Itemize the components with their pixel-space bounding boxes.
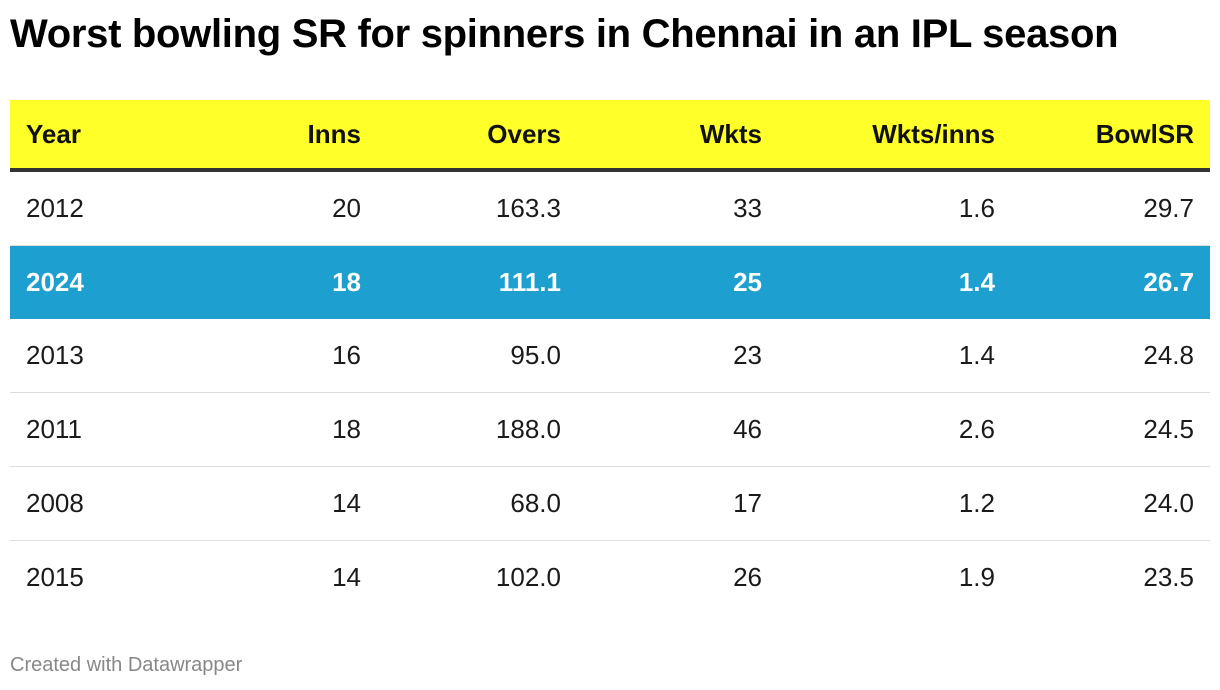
cell-year: 2011 (10, 392, 162, 467)
cell-inns: 14 (162, 466, 377, 541)
cell-wkts: 33 (577, 170, 778, 246)
cell-wkts-inns: 1.6 (778, 170, 1011, 246)
cell-wkts-inns: 2.6 (778, 392, 1011, 467)
column-header-wkts: Wkts (577, 100, 778, 172)
cell-bowlsr: 26.7 (1011, 245, 1210, 319)
cell-inns: 18 (162, 392, 377, 467)
cell-year: 2013 (10, 319, 162, 393)
cell-overs: 111.1 (377, 245, 577, 319)
cell-wkts: 25 (577, 245, 778, 319)
table-body: 2012 20 163.3 33 1.6 29.7 2024 18 111.1 … (10, 170, 1210, 614)
cell-year: 2012 (10, 170, 162, 246)
table-row: 2013 16 95.0 23 1.4 24.8 (10, 319, 1210, 393)
cell-bowlsr: 23.5 (1143, 562, 1194, 592)
data-table: Year Inns Overs Wkts Wkts/inns BowlSR 20… (10, 100, 1210, 614)
cell-overs: 188.0 (377, 392, 577, 467)
cell-overs: 163.3 (377, 170, 577, 246)
table-row-highlighted: 2024 18 111.1 25 1.4 26.7 (10, 245, 1210, 319)
cell-overs: 68.0 (377, 466, 577, 541)
header-row: Year Inns Overs Wkts Wkts/inns BowlSR (10, 100, 1210, 172)
column-header-year: Year (10, 100, 162, 172)
cell-bowlsr: 24.8 (1011, 319, 1210, 393)
cell-wkts-inns: 1.4 (778, 319, 1011, 393)
cell-overs: 102.0 (495, 562, 561, 592)
cell-inns: 14 (332, 562, 361, 592)
cell-year: 2008 (10, 466, 162, 541)
table-row: 2011 18 188.0 46 2.6 24.5 (10, 392, 1210, 467)
cell-inns: 16 (162, 319, 377, 393)
cell-wkts: 46 (577, 392, 778, 467)
cell-wkts: 23 (577, 319, 778, 393)
table-row: 2015 14 102.0 26 1.9 23.5 (10, 541, 1210, 615)
cell-bowlsr: 29.7 (1011, 170, 1210, 246)
table-row: 2008 14 68.0 17 1.2 24.0 (10, 466, 1210, 541)
table-header: Year Inns Overs Wkts Wkts/inns BowlSR (10, 100, 1210, 172)
chart-title: Worst bowling SR for spinners in Chennai… (10, 12, 1119, 56)
cell-wkts-inns: 1.4 (778, 245, 1011, 319)
cell-overs: 95.0 (377, 319, 577, 393)
column-header-inns: Inns (162, 100, 377, 172)
cell-year: 2015 (26, 562, 84, 592)
cell-year: 2024 (10, 245, 162, 319)
cell-wkts: 26 (733, 562, 762, 592)
cell-bowlsr: 24.0 (1011, 466, 1210, 541)
cell-inns: 20 (162, 170, 377, 246)
cell-inns: 18 (162, 245, 377, 319)
column-header-bowlsr: BowlSR (1011, 100, 1210, 172)
cell-wkts: 17 (577, 466, 778, 541)
table-row: 2012 20 163.3 33 1.6 29.7 (10, 170, 1210, 246)
column-header-overs: Overs (377, 100, 577, 172)
column-header-wkts-inns: Wkts/inns (778, 100, 1011, 172)
cell-wkts-inns: 1.2 (778, 466, 1011, 541)
cell-bowlsr: 24.5 (1011, 392, 1210, 467)
cell-wkts-inns: 1.9 (958, 562, 995, 592)
credit-footer: Created with Datawrapper (10, 654, 243, 676)
